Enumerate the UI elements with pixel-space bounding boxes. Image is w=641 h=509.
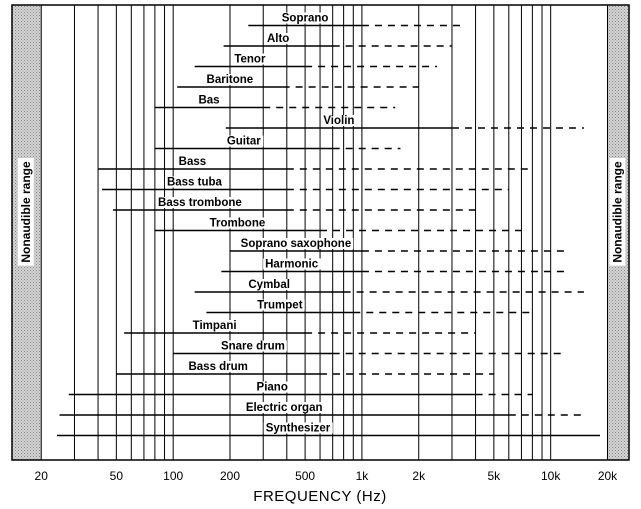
- instrument-label-background: [204, 74, 256, 85]
- instrument-label: Violin: [323, 115, 354, 127]
- instrument-label: Baritone: [207, 74, 254, 86]
- instrument-label-background: [254, 381, 290, 393]
- instrument-label-background: [246, 279, 292, 290]
- instrument-label-background: [264, 33, 292, 44]
- instrument-label-background: [176, 156, 209, 167]
- x-tick-label: 20: [35, 469, 49, 483]
- instrument-label: Guitar: [227, 136, 261, 148]
- instrument-label: Snare drum: [221, 341, 285, 353]
- instrument-label-background: [263, 422, 333, 434]
- instrument-label: Electric organ: [246, 402, 323, 414]
- x-tick-label: 2k: [412, 469, 426, 483]
- x-axis-title: FREQUENCY (Hz): [253, 488, 386, 505]
- instrument-label-background: [218, 340, 287, 352]
- instrument-label-background: [196, 94, 222, 106]
- instrument-label-background: [156, 197, 244, 208]
- instrument-label-background: [164, 176, 225, 188]
- x-tick-label: 500: [295, 469, 315, 483]
- nonaudible-regions: Nonaudible range Nonaudible range: [12, 5, 629, 460]
- instrument-label: Trumpet: [257, 300, 303, 312]
- instrument-label-background: [190, 320, 239, 331]
- instrument-label-background: [224, 135, 264, 147]
- instrument-label-background: [238, 238, 354, 249]
- nonaudible-label-background: [17, 158, 34, 266]
- instrument-label: Bas: [198, 95, 219, 107]
- instrument-label: Bass trombone: [158, 197, 242, 209]
- nonaudible-label: Nonaudible range: [610, 161, 624, 263]
- x-tick-label: 50: [110, 469, 124, 483]
- nonaudible-label-background: [609, 158, 626, 266]
- instrument-label: Soprano saxophone: [241, 238, 352, 250]
- instrument-label-background: [279, 12, 331, 24]
- instrument-label: Soprano: [282, 13, 329, 25]
- plot-frame: [11, 4, 630, 461]
- instrument-label: Piano: [257, 382, 288, 394]
- x-tick-label: 100: [163, 469, 183, 483]
- x-tick-labels: 20 50 100 200 500 1k 2k 5k 10k 20k: [35, 469, 619, 483]
- instrument-label: Alto: [267, 33, 289, 45]
- instrument-label-background: [255, 299, 305, 311]
- instrument-label-background: [321, 115, 357, 126]
- instrument-label-background: [186, 361, 250, 372]
- instrument-label: Synthesizer: [266, 423, 331, 435]
- instrument-label: Harmonic: [265, 259, 319, 271]
- instrument-bars: [57, 24, 600, 437]
- x-tick-label: 5k: [488, 469, 502, 483]
- instrument-label-background: [263, 258, 321, 270]
- x-tick-label: 20k: [598, 469, 618, 483]
- x-tick-label: 10k: [541, 469, 561, 483]
- nonaudible-label: Nonaudible range: [19, 161, 33, 263]
- instrument-label: Bass tuba: [167, 177, 223, 189]
- instrument-label: Bass: [179, 156, 207, 168]
- instrument-label-background: [243, 402, 325, 413]
- instrument-label: Bass drum: [188, 361, 247, 373]
- x-tick-label: 1k: [356, 469, 370, 483]
- instrument-label-background: [207, 217, 268, 229]
- instrument-label: Tenor: [234, 54, 266, 66]
- instrument-label: Trombone: [210, 218, 266, 230]
- x-tick-label: 200: [220, 469, 240, 483]
- instrument-label-background: [232, 53, 268, 65]
- instrument-label: Cymbal: [248, 279, 290, 291]
- instrument-label: Timpani: [193, 320, 237, 332]
- gridlines: [40, 5, 608, 460]
